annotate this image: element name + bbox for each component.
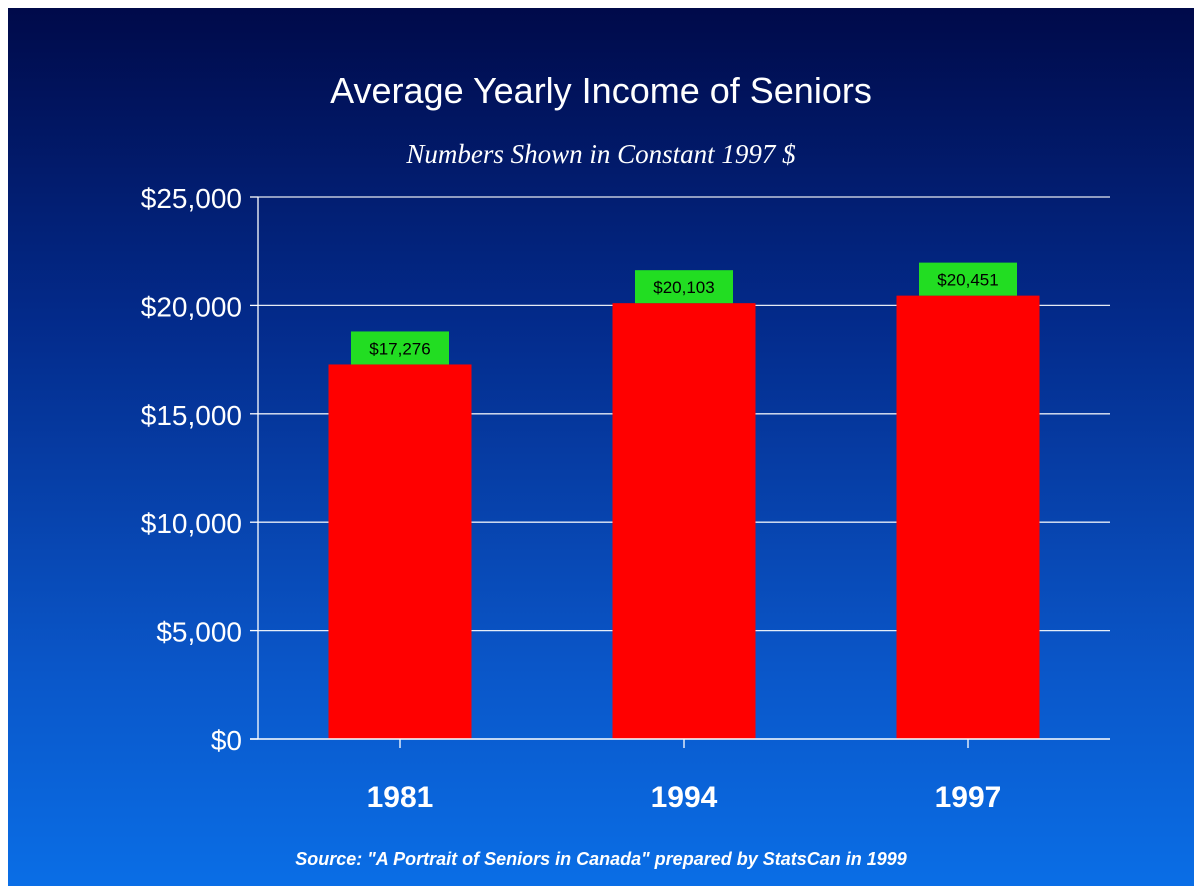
bar-chart: $0 $5,000 $10,000 $15,000 $20,000 $25,000 $17,… xyxy=(141,183,1110,814)
y-tick-label: $10,000 xyxy=(141,508,242,539)
source-note: Source: "A Portrait of Seniors in Canada… xyxy=(295,849,907,869)
bar-1981 xyxy=(328,364,472,739)
x-tick-label: 1981 xyxy=(367,781,434,814)
data-label-box xyxy=(919,262,1017,296)
x-tick-label: 1997 xyxy=(935,781,1002,814)
chart-title: Average Yearly Income of Seniors xyxy=(330,70,872,111)
data-label-box xyxy=(635,270,733,304)
data-label-box xyxy=(351,331,449,365)
data-label: $20,451 xyxy=(937,271,998,290)
data-label: $20,103 xyxy=(653,278,714,297)
y-tick-label: $0 xyxy=(211,725,242,756)
y-tick-label: $25,000 xyxy=(141,183,242,214)
x-tick-label: 1994 xyxy=(651,781,718,814)
y-tick-label: $5,000 xyxy=(156,617,242,648)
chart-slide: Average Yearly Income of Seniors Numbers… xyxy=(8,8,1194,886)
y-tick-label: $20,000 xyxy=(141,291,242,322)
chart-subtitle: Numbers Shown in Constant 1997 $ xyxy=(406,139,796,169)
bar-1997 xyxy=(896,295,1040,739)
bar-1994 xyxy=(612,303,756,739)
y-tick-label: $15,000 xyxy=(141,400,242,431)
data-label: $17,276 xyxy=(369,339,430,358)
